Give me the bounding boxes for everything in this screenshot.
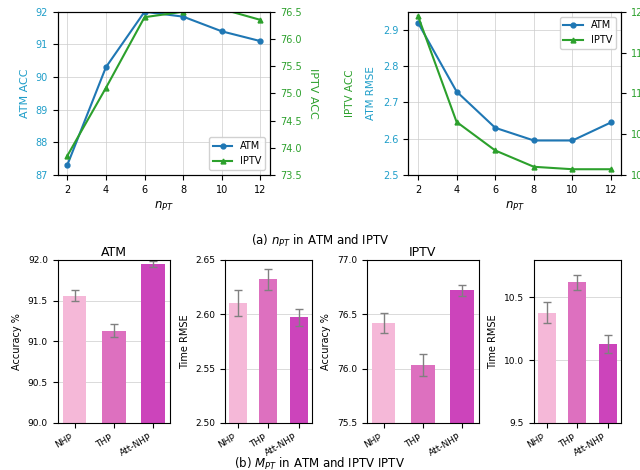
IPTV	[569, 166, 577, 172]
IPTV	[63, 153, 71, 159]
ATM	[452, 89, 460, 94]
ATM	[530, 138, 538, 143]
IPTV	[179, 9, 187, 15]
Text: (b) $M_{PT}$ in ATM and IPTV IPTV: (b) $M_{PT}$ in ATM and IPTV IPTV	[234, 456, 406, 470]
Text: IPTV ACC: IPTV ACC	[345, 70, 366, 117]
ATM	[569, 138, 577, 143]
IPTV	[218, 6, 226, 12]
IPTV	[102, 85, 109, 91]
Bar	[538, 313, 556, 470]
Bar	[598, 344, 617, 470]
Text: (a) $n_{PT}$ in ATM and IPTV: (a) $n_{PT}$ in ATM and IPTV	[251, 233, 389, 249]
ATM	[492, 125, 499, 131]
Bar	[63, 296, 86, 470]
ATM	[141, 9, 148, 15]
Y-axis label: Accuracy %: Accuracy %	[12, 313, 22, 370]
Bar	[229, 303, 247, 470]
Y-axis label: Time RMSE: Time RMSE	[488, 314, 499, 369]
Y-axis label: Time RMSE: Time RMSE	[180, 314, 189, 369]
IPTV	[492, 148, 499, 153]
IPTV	[141, 15, 148, 20]
IPTV	[414, 13, 422, 19]
Title: IPTV: IPTV	[409, 246, 436, 258]
Bar	[372, 323, 396, 470]
ATM	[63, 162, 71, 168]
X-axis label: $n_{PT}$: $n_{PT}$	[504, 200, 525, 213]
Bar	[568, 282, 586, 470]
ATM	[179, 14, 187, 19]
Line: ATM: ATM	[65, 9, 263, 168]
X-axis label: $n_{PT}$: $n_{PT}$	[154, 200, 174, 213]
Y-axis label: ATM ACC: ATM ACC	[20, 69, 30, 118]
ATM	[102, 64, 109, 70]
Legend: ATM, IPTV: ATM, IPTV	[209, 137, 265, 170]
ATM	[218, 29, 226, 34]
IPTV	[452, 119, 460, 125]
Bar	[290, 317, 308, 470]
Line: ATM: ATM	[415, 20, 614, 143]
Legend: ATM, IPTV: ATM, IPTV	[559, 16, 616, 49]
Line: IPTV: IPTV	[415, 14, 614, 172]
Y-axis label: IPTV ACC: IPTV ACC	[308, 68, 318, 119]
ATM	[414, 20, 422, 25]
Bar	[259, 279, 278, 470]
Line: IPTV: IPTV	[65, 7, 263, 158]
Title: ATM: ATM	[101, 246, 127, 258]
IPTV	[257, 17, 264, 23]
Bar	[141, 264, 165, 470]
IPTV	[530, 164, 538, 170]
Y-axis label: Accuracy %: Accuracy %	[321, 313, 332, 370]
Bar	[411, 365, 435, 470]
ATM	[257, 39, 264, 44]
IPTV	[607, 166, 615, 172]
Bar	[102, 331, 125, 470]
Text: ATM RMSE: ATM RMSE	[366, 66, 376, 120]
ATM	[607, 119, 615, 125]
Bar	[451, 290, 474, 470]
